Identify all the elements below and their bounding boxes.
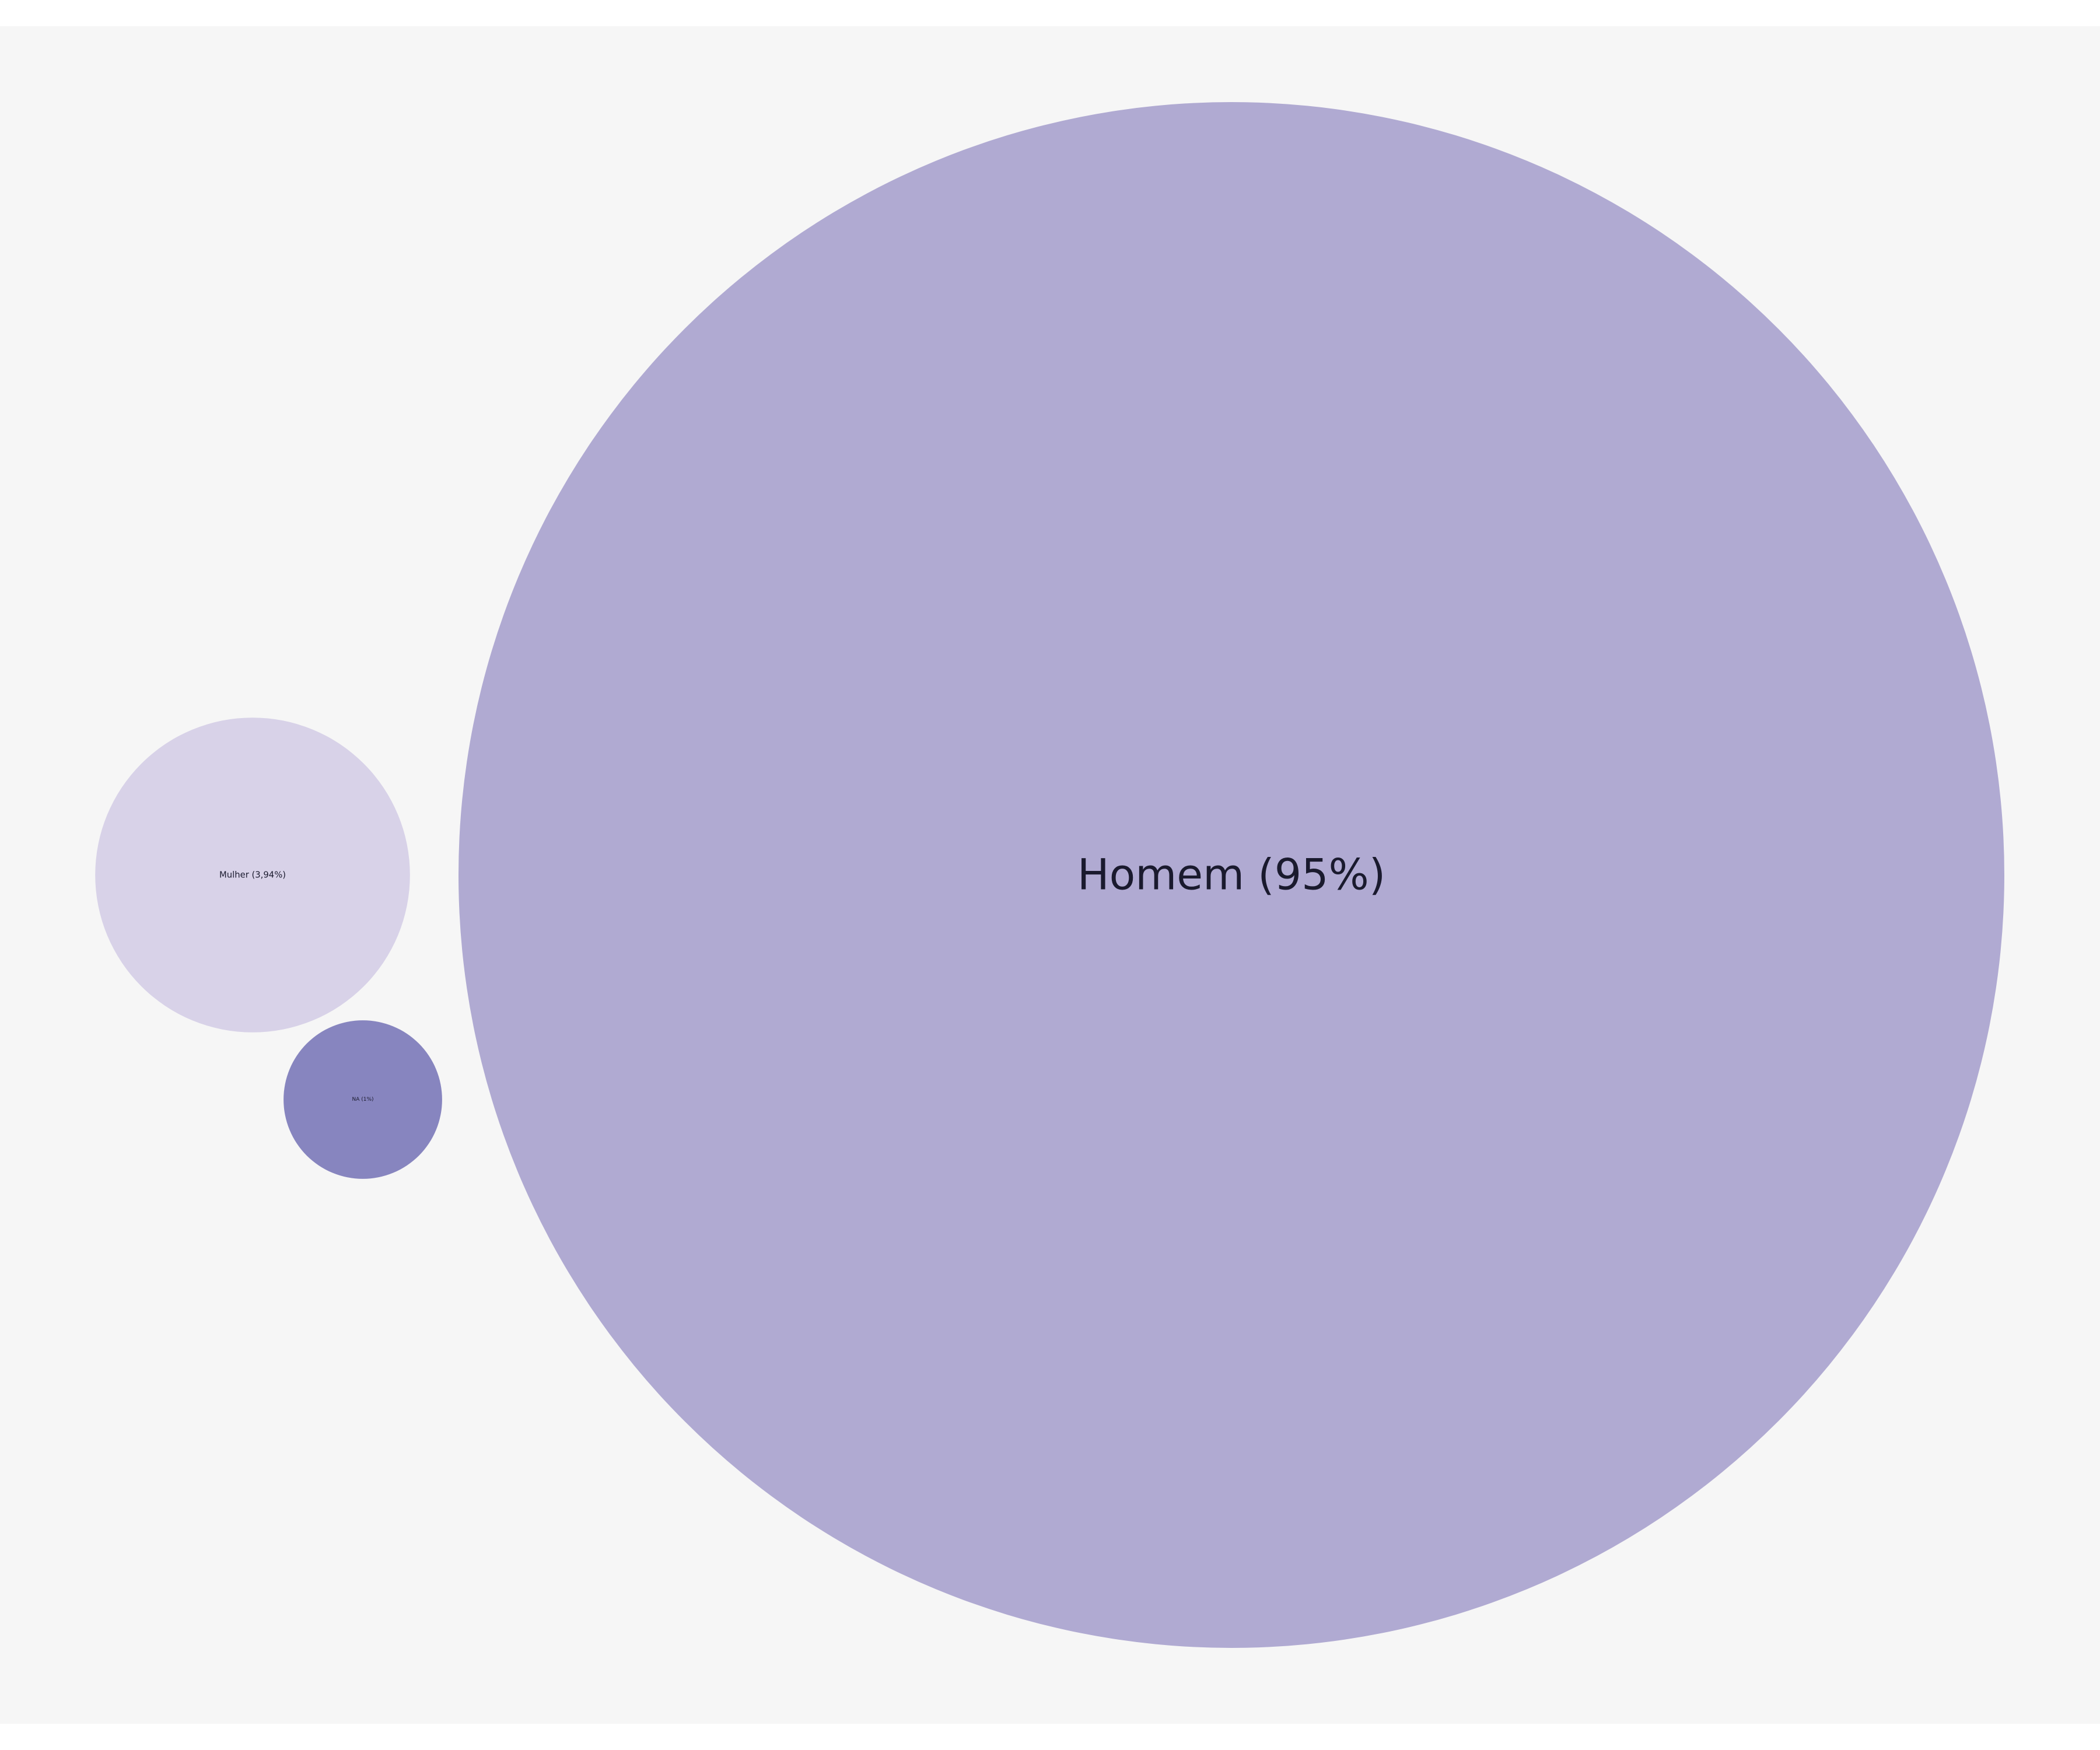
bubble-circle-homem[interactable] [459, 102, 2004, 1648]
bubble-circle-mulher[interactable] [95, 718, 410, 1032]
bubble-na[interactable]: NA (1%) [284, 1020, 442, 1179]
bubble-label-na: NA (1%) [352, 1097, 373, 1102]
chart-area: Homem (95%) Mulher (3,94%) NA (1%) [0, 26, 2100, 1724]
bubble-homem[interactable]: Homem (95%) [459, 102, 2004, 1648]
bubble-mulher[interactable]: Mulher (3,94%) [95, 718, 410, 1032]
bubble-circle-na[interactable] [284, 1020, 442, 1179]
bubble-label-mulher: Mulher (3,94%) [219, 870, 286, 880]
bubble-label-homem: Homem (95%) [1077, 850, 1385, 900]
bubble-chart: Homem (95%) Mulher (3,94%) NA (1%) [95, 102, 2004, 1648]
